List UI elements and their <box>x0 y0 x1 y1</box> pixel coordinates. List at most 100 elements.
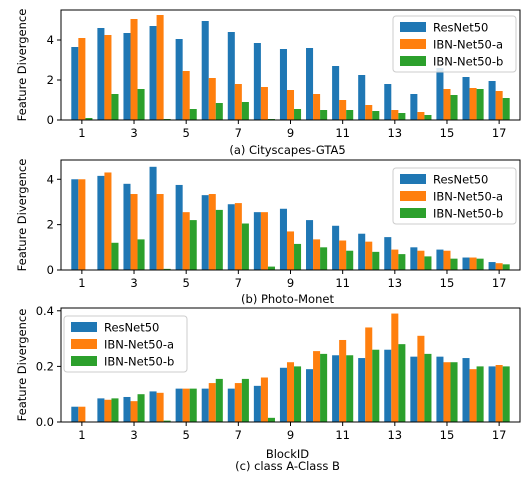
bar-ibn-net50-a-12 <box>365 105 373 120</box>
y-tick-label: 0 <box>47 263 54 277</box>
bar-ibn-net50-a-6 <box>208 78 216 120</box>
bar-resnet50-10 <box>306 220 314 270</box>
bar-resnet50-15 <box>436 249 444 270</box>
bar-resnet50-7 <box>227 204 235 270</box>
bar-ibn-net50-a-3 <box>130 19 138 120</box>
bar-ibn-net50-a-7 <box>234 203 242 270</box>
bar-ibn-net50-a-17 <box>495 91 503 120</box>
bar-ibn-net50-a-1 <box>78 406 86 422</box>
bar-ibn-net50-a-4 <box>156 15 164 120</box>
legend-swatch <box>71 322 97 332</box>
x-tick-label: 1 <box>78 276 85 290</box>
x-tick-label: 7 <box>235 126 242 140</box>
bar-ibn-net50-b-15 <box>450 362 458 422</box>
bar-ibn-net50-b-2 <box>111 242 119 270</box>
bar-resnet50-6 <box>201 21 209 120</box>
x-tick-label: 7 <box>235 276 242 290</box>
bar-resnet50-13 <box>384 237 392 270</box>
bar-resnet50-16 <box>462 358 470 422</box>
x-tick-label: 1 <box>78 126 85 140</box>
bar-ibn-net50-b-14 <box>424 256 432 270</box>
bar-resnet50-4 <box>149 26 157 120</box>
bar-ibn-net50-b-4 <box>163 268 171 270</box>
bar-ibn-net50-a-14 <box>417 112 425 120</box>
bar-ibn-net50-a-9 <box>286 90 295 120</box>
bar-ibn-net50-a-1 <box>78 179 86 270</box>
bar-ibn-net50-a-10 <box>313 94 321 120</box>
bar-resnet50-17 <box>488 81 496 120</box>
bar-ibn-net50-b-6 <box>215 209 223 270</box>
bar-resnet50-6 <box>201 388 209 422</box>
bar-ibn-net50-a-11 <box>339 339 347 422</box>
bar-ibn-net50-b-10 <box>320 247 328 270</box>
bar-ibn-net50-a-9 <box>286 362 295 422</box>
bar-ibn-net50-b-9 <box>294 109 302 120</box>
bar-ibn-net50-a-14 <box>417 335 425 422</box>
x-tick-label: 1 <box>78 428 85 442</box>
bar-resnet50-2 <box>97 28 105 120</box>
bar-ibn-net50-b-9 <box>294 243 302 270</box>
bar-ibn-net50-b-3 <box>137 239 145 270</box>
x-tick-label: 3 <box>130 126 137 140</box>
legend-swatch <box>71 356 97 366</box>
bar-ibn-net50-b-14 <box>424 115 432 120</box>
bar-resnet50-13 <box>384 84 392 120</box>
bar-ibn-net50-a-9 <box>286 231 295 270</box>
bar-ibn-net50-a-16 <box>469 88 477 120</box>
y-tick-label: 2 <box>47 218 54 232</box>
y-tick-label: 4 <box>47 33 54 47</box>
legend-swatch <box>400 208 426 218</box>
bar-ibn-net50-a-11 <box>339 240 347 270</box>
legend-label: IBN-Net50-b <box>104 355 174 369</box>
bar-resnet50-16 <box>462 77 470 120</box>
bar-ibn-net50-b-12 <box>372 251 380 270</box>
legend-swatch <box>400 174 426 184</box>
x-tick-label: 7 <box>235 428 242 442</box>
bar-ibn-net50-b-13 <box>398 113 406 120</box>
legend: ResNet50 IBN-Net50-a IBN-Net50-b <box>63 315 188 373</box>
bar-ibn-net50-a-2 <box>104 35 112 120</box>
bar-resnet50-14 <box>410 247 418 270</box>
bar-ibn-net50-a-8 <box>260 87 268 120</box>
bar-resnet50-14 <box>410 94 418 120</box>
bar-ibn-net50-b-2 <box>111 398 119 422</box>
bar-ibn-net50-b-11 <box>346 110 354 120</box>
bar-ibn-net50-a-15 <box>443 250 451 270</box>
bar-ibn-net50-b-13 <box>398 254 406 270</box>
bar-ibn-net50-a-12 <box>365 241 373 270</box>
legend-label: ResNet50 <box>433 21 488 35</box>
bar-ibn-net50-b-16 <box>476 258 484 270</box>
bar-resnet50-14 <box>410 356 418 422</box>
bar-ibn-net50-b-7 <box>241 378 249 422</box>
bar-resnet50-9 <box>279 367 287 422</box>
bar-resnet50-1 <box>71 179 79 270</box>
bar-resnet50-17 <box>488 262 496 270</box>
bar-ibn-net50-b-14 <box>424 353 432 422</box>
bar-ibn-net50-a-16 <box>469 257 477 270</box>
bar-resnet50-13 <box>384 349 392 422</box>
legend: ResNet50 IBN-Net50-a IBN-Net50-b <box>392 167 517 225</box>
bar-ibn-net50-a-4 <box>156 392 164 422</box>
panel-caption: (b) Photo-Monet <box>241 292 334 306</box>
bar-resnet50-8 <box>253 43 261 120</box>
bar-ibn-net50-b-15 <box>450 258 458 270</box>
bar-resnet50-12 <box>358 358 366 422</box>
bar-resnet50-4 <box>149 166 157 270</box>
bar-resnet50-3 <box>123 33 131 120</box>
bar-ibn-net50-b-1 <box>85 118 93 120</box>
x-tick-label: 5 <box>183 428 190 442</box>
bar-ibn-net50-a-7 <box>234 383 242 422</box>
bar-ibn-net50-b-7 <box>241 102 249 120</box>
bar-ibn-net50-a-5 <box>182 388 190 422</box>
bar-ibn-net50-b-15 <box>450 95 458 120</box>
bar-resnet50-1 <box>71 47 79 120</box>
y-axis-label: Feature Divergence <box>15 309 29 422</box>
legend-swatch <box>400 191 426 201</box>
bar-ibn-net50-b-6 <box>215 378 223 422</box>
bar-resnet50-9 <box>279 49 287 120</box>
bar-ibn-net50-b-17 <box>502 366 510 422</box>
x-tick-label: 3 <box>130 428 137 442</box>
x-tick-label: 17 <box>492 428 507 442</box>
legend-label: IBN-Net50-b <box>433 207 503 221</box>
